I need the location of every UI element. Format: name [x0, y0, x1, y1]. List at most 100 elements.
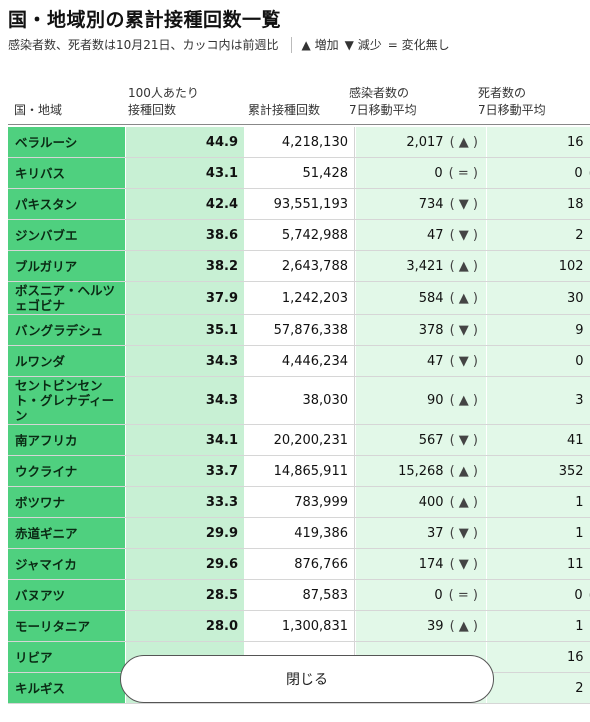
row-divider [8, 219, 590, 220]
country-name: キルギス [8, 673, 125, 703]
cases-trend: ( ▲ ) [449, 463, 478, 479]
cases-trend: ( ▼ ) [449, 196, 478, 212]
rate-per-100: 44.9 [126, 127, 244, 157]
header-country: 国・地域 [14, 103, 63, 117]
cases-avg: 47( ▼ ) [356, 346, 486, 376]
row-divider [8, 345, 590, 346]
row-divider [8, 641, 590, 642]
total-doses: 876,766 [245, 549, 355, 579]
total-doses: 4,446,234 [245, 346, 355, 376]
country-name: ボスニア・ヘルツェゴビナ [8, 282, 125, 314]
country-name: 南アフリカ [8, 425, 125, 455]
country-name: バヌアツ [8, 580, 125, 610]
deaths-avg: 16( ▲ ) [487, 127, 590, 157]
legend-increase: ▲ 増加 [301, 38, 339, 52]
trend-icon: ▼ [458, 353, 469, 369]
cases-avg: 584( ▲ ) [356, 282, 486, 314]
header-deaths: 死者数の 7日移動平均 [478, 86, 546, 117]
trend-icon: ▲ [458, 290, 469, 306]
row-divider [8, 517, 590, 518]
deaths-avg: 1( ▲ ) [487, 611, 590, 641]
cases-avg: 3,421( ▲ ) [356, 251, 486, 281]
rate-per-100: 42.4 [126, 189, 244, 219]
total-doses: 5,742,988 [245, 220, 355, 250]
total-doses: 51,428 [245, 158, 355, 188]
trend-icon: ▲ [458, 393, 469, 408]
country-name: ベラルーシ [8, 127, 125, 157]
cases-avg: 378( ▼ ) [356, 315, 486, 345]
cases-trend: ( ▼ ) [449, 322, 478, 338]
row-divider [8, 610, 590, 611]
up-triangle-icon: ▲ [301, 38, 311, 52]
cases-trend: ( ▲ ) [449, 618, 478, 634]
header-rate: 100人あたり 接種回数 [128, 86, 199, 117]
deaths-avg: 102( ▲ ) [487, 251, 590, 281]
country-name: ウクライナ [8, 456, 125, 486]
trend-icon: ▼ [458, 432, 469, 448]
total-doses: 1,242,203 [245, 282, 355, 314]
country-name: キリバス [8, 158, 125, 188]
deaths-avg: 1( ▲ ) [487, 487, 590, 517]
trend-icon: ▼ [458, 556, 469, 572]
total-doses: 87,583 [245, 580, 355, 610]
row-divider [8, 314, 590, 315]
trend-icon: ▼ [458, 322, 469, 338]
cases-avg: 174( ▼ ) [356, 549, 486, 579]
trend-icon: ▼ [458, 227, 469, 243]
country-name: ジンバブエ [8, 220, 125, 250]
rate-per-100: 38.2 [126, 251, 244, 281]
subtitle-bar: 感染者数、死者数は10月21日、カッコ内は前週比 ▲ 増加 ▼ 減少 = 変化無… [8, 36, 456, 53]
legend-decrease: ▼ 減少 [344, 38, 382, 52]
trend-icon: = [457, 165, 469, 181]
deaths-avg: 11( ▼ ) [487, 549, 590, 579]
header-divider [8, 124, 590, 125]
down-triangle-icon: ▼ [344, 38, 354, 52]
cases-avg: 0( = ) [356, 580, 486, 610]
row-divider [8, 548, 590, 549]
close-button[interactable]: 閉じる [120, 655, 494, 703]
deaths-avg: 16( ▲ ) [487, 642, 590, 672]
equal-icon: = [387, 38, 398, 52]
total-doses: 2,643,788 [245, 251, 355, 281]
deaths-avg: 30( ▼ ) [487, 282, 590, 314]
trend-icon: ▼ [458, 196, 469, 212]
deaths-avg: 2( ▼ ) [487, 673, 590, 703]
cases-avg: 90( ▲ ) [356, 377, 486, 424]
row-divider [8, 376, 590, 377]
trend-icon: ▲ [458, 134, 469, 150]
cases-avg: 37( ▼ ) [356, 518, 486, 548]
deaths-avg: 352( ▲ ) [487, 456, 590, 486]
cases-trend: ( ▲ ) [449, 258, 478, 274]
country-name: モーリタニア [8, 611, 125, 641]
legend-unchanged: = 変化無し [387, 38, 450, 52]
total-doses: 4,218,130 [245, 127, 355, 157]
cases-trend: ( ▲ ) [449, 134, 478, 150]
cases-avg: 39( ▲ ) [356, 611, 486, 641]
row-divider [8, 281, 590, 282]
deaths-avg: 9( ▼ ) [487, 315, 590, 345]
cases-avg: 400( ▲ ) [356, 487, 486, 517]
trend-icon: ▲ [458, 258, 469, 274]
country-name: セントビンセント・グレナディーン [8, 377, 125, 424]
rate-per-100: 28.0 [126, 611, 244, 641]
total-doses: 38,030 [245, 377, 355, 424]
cases-trend: ( = ) [448, 587, 478, 603]
header-cases: 感染者数の 7日移動平均 [349, 86, 417, 117]
total-doses: 1,300,831 [245, 611, 355, 641]
deaths-trend: ( = ) [589, 166, 590, 181]
cases-trend: ( ▲ ) [449, 393, 478, 408]
deaths-avg: 18( ▼ ) [487, 189, 590, 219]
row-divider [8, 424, 590, 425]
deaths-trend: ( = ) [589, 588, 590, 603]
